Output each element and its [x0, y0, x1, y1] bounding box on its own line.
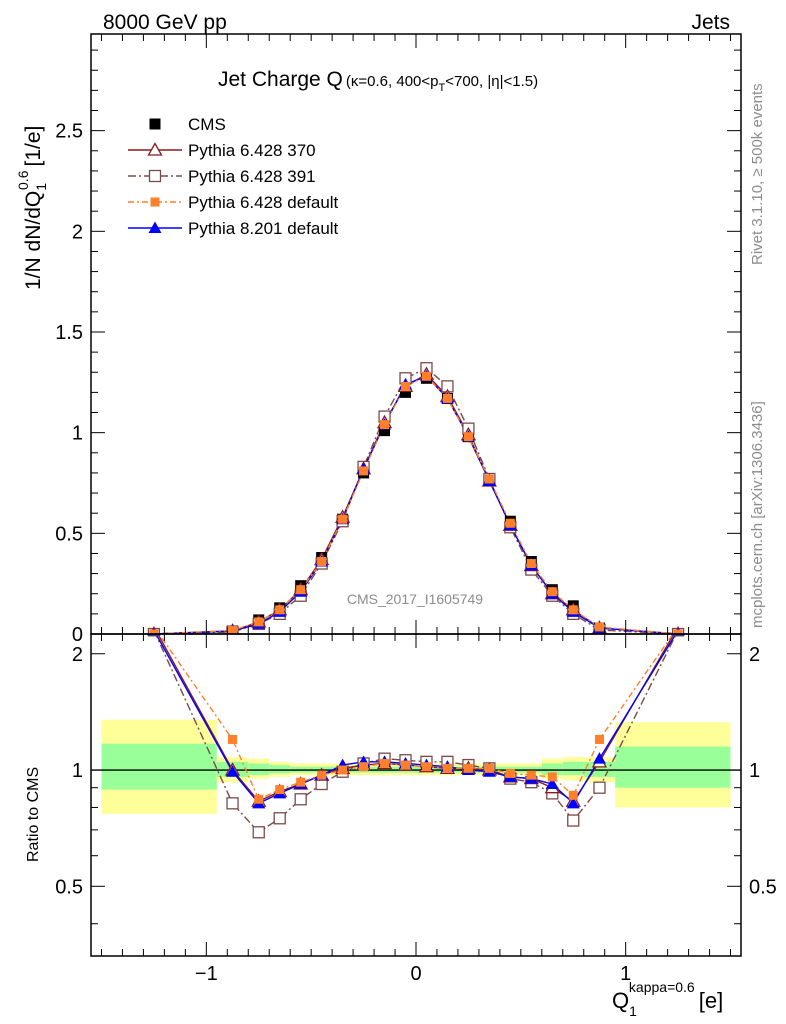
- ratio-point-series-3: [594, 734, 604, 744]
- x-tick-label: −1: [195, 963, 218, 985]
- ratio-point-series-3: [505, 768, 515, 778]
- data-point-series-3: [317, 557, 327, 567]
- data-point-series-3: [484, 474, 494, 484]
- ratio-point-series-3: [338, 765, 348, 775]
- ratio-plot-area: [91, 634, 741, 839]
- ratio-tick-label-right: 0.5: [749, 876, 777, 898]
- ratio-point-series-3: [547, 772, 557, 782]
- data-point-series-3: [338, 514, 348, 524]
- ratio-uncertainty-bands: [101, 719, 731, 814]
- ratio-point-series-4: [592, 752, 606, 764]
- y-tick-label: 2: [72, 221, 83, 243]
- data-point-series-3: [421, 371, 431, 381]
- x-tick-label: 1: [620, 963, 631, 985]
- ratio-y-axis-label: Ratio to CMS: [25, 767, 42, 862]
- data-point-series-3: [594, 622, 604, 632]
- y-tick-label: 1: [72, 423, 83, 445]
- ratio-band-green-8: [615, 746, 731, 788]
- y-tick-label: 2.5: [55, 121, 83, 143]
- legend-label-1: Pythia 6.428 370: [188, 141, 316, 160]
- data-point-series-3: [568, 605, 578, 615]
- ratio-band-green-2: [248, 763, 270, 776]
- data-point-series-3: [526, 559, 536, 569]
- y-tick-label: 0.5: [55, 523, 83, 545]
- ratio-point-series-3: [228, 734, 238, 744]
- data-point-series-3: [254, 617, 264, 627]
- data-point-series-3: [505, 518, 515, 528]
- ratio-band-green-5: [541, 763, 563, 776]
- ratio-tick-label-left: 0.5: [55, 876, 83, 898]
- legend-label-0: CMS: [188, 115, 226, 134]
- data-point-series-3: [275, 605, 285, 615]
- data-point-series-3: [380, 420, 390, 430]
- main-plot-area: [147, 362, 685, 634]
- legend-marker-0: [149, 118, 161, 130]
- legend-marker-3: [150, 197, 160, 207]
- ratio-point-series-2: [593, 781, 606, 794]
- ratio-point-series-3: [275, 785, 285, 795]
- ratio-point-series-4: [226, 765, 240, 777]
- axes: −1 0 1 0 0.5 1 1.5 2 2.5 0.5 0.5 1 1 2 2: [55, 33, 777, 985]
- data-point-series-3: [149, 629, 159, 634]
- data-point-series-3: [673, 629, 683, 634]
- chart-title: Jet Charge Q (κ=0.6, 400<pT<700, |η|<1.5): [218, 68, 538, 94]
- header-category: Jets: [691, 11, 730, 34]
- mcplots-label: mcplots.cern.ch [arXiv:1306.3436]: [749, 401, 766, 628]
- ratio-point-series-4: [545, 777, 559, 790]
- legend-marker-4: [148, 221, 162, 233]
- ratio-band-green-6: [562, 761, 584, 776]
- ratio-band-green-3: [269, 765, 291, 774]
- y-tick-label: 1.5: [55, 322, 83, 344]
- legend-label-3: Pythia 6.428 default: [188, 193, 339, 212]
- ratio-point-series-3: [401, 760, 411, 770]
- legend-marker-2: [148, 169, 162, 183]
- x-axis-label: Q1kappa=0.6[e]: [612, 979, 723, 1019]
- main-y-axis-label: 1/N dN/dQ10.6[1/e]: [15, 126, 49, 290]
- data-point-series-3: [296, 585, 306, 595]
- ratio-tick-label-right: 2: [749, 644, 760, 666]
- rivet-version-label: Rivet 3.1.10, ≥ 500k events: [749, 83, 766, 265]
- legend-label-2: Pythia 6.428 391: [188, 167, 316, 186]
- ratio-point-series-2: [273, 812, 286, 825]
- ratio-point-series-2: [226, 797, 239, 810]
- legend-marker-1: [147, 142, 163, 156]
- ratio-point-series-3: [380, 758, 390, 768]
- legend-label-4: Pythia 8.201 default: [188, 219, 339, 238]
- ratio-tick-label-left: 1: [72, 760, 83, 782]
- data-point-series-3: [463, 432, 473, 442]
- data-point-cms: [400, 386, 412, 398]
- data-point-series-3: [442, 393, 452, 403]
- data-point-cms: [379, 425, 391, 437]
- ratio-point-series-3: [317, 770, 327, 780]
- header-energy: 8000 GeV pp: [103, 11, 227, 34]
- y-tick-label: 0: [72, 624, 83, 646]
- ratio-point-series-3: [442, 763, 452, 773]
- analysis-watermark: CMS_2017_I1605749: [347, 591, 483, 607]
- ratio-point-series-3: [568, 790, 578, 800]
- data-point-series-3: [547, 587, 557, 597]
- data-point-series-3: [228, 625, 238, 634]
- ratio-band-green-0: [101, 743, 217, 790]
- legend: CMS Pythia 6.428 370 Pythia 6.428 391 Pythi…: [128, 115, 339, 238]
- ratio-point-series-3: [484, 763, 494, 773]
- ratio-point-series-3: [463, 763, 473, 773]
- ratio-point-series-3: [526, 770, 536, 780]
- ratio-point-series-3: [254, 794, 264, 804]
- ratio-point-series-3: [296, 777, 306, 787]
- ratio-point-series-4: [566, 796, 580, 809]
- ratio-tick-label-right: 1: [749, 760, 760, 782]
- ratio-point-series-2: [252, 826, 265, 839]
- ratio-tick-label-left: 2: [72, 644, 83, 666]
- x-tick-label: 0: [410, 963, 421, 985]
- ratio-point-series-3: [359, 762, 369, 772]
- ratio-point-series-3: [421, 762, 431, 772]
- ratio-point-series-2: [294, 793, 307, 806]
- data-point-series-3: [359, 466, 369, 476]
- ratio-point-series-2: [567, 814, 580, 827]
- data-point-series-3: [401, 381, 411, 391]
